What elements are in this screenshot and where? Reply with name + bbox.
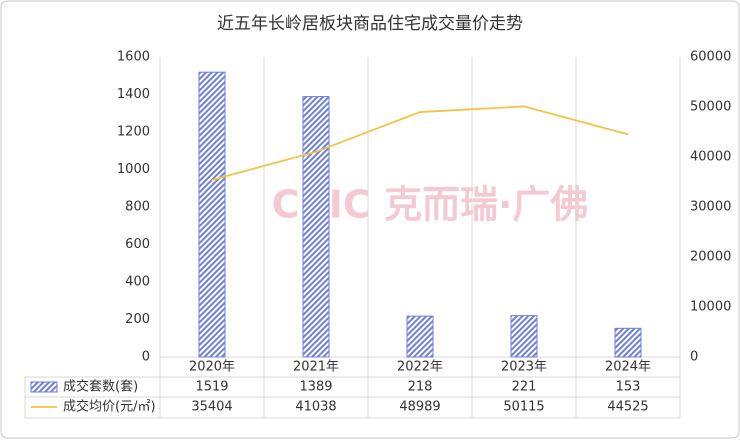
- table-value: 44525: [607, 400, 648, 415]
- bar: [510, 315, 538, 358]
- y-tick-label: 600: [125, 237, 150, 252]
- y2-tick-label: 30000: [690, 200, 731, 215]
- y-tick-label: 1400: [117, 87, 150, 102]
- y-tick-label: 800: [125, 200, 150, 215]
- y-tick-label: 0: [142, 350, 150, 365]
- legend-label: 成交套数(套): [63, 379, 138, 395]
- category-label: 2024年: [605, 360, 651, 375]
- table-value: 153: [616, 380, 641, 395]
- bar: [406, 315, 434, 358]
- category-label: 2022年: [397, 360, 443, 375]
- y2-tick-label: 0: [690, 350, 698, 365]
- legend-swatch: [30, 381, 58, 393]
- table-value: 50115: [503, 400, 544, 415]
- legend-label: 成交均价(元/㎡): [63, 399, 156, 415]
- bar: [198, 71, 226, 358]
- line: [211, 105, 629, 181]
- table-value: 218: [408, 380, 433, 395]
- table-value: 221: [512, 380, 537, 395]
- y2-tick-label: 60000: [690, 50, 731, 65]
- table-value: 35404: [191, 400, 232, 415]
- y2-tick-label: 20000: [690, 250, 731, 265]
- y-tick-label: 1000: [117, 162, 150, 177]
- y2-tick-label: 10000: [690, 300, 731, 315]
- table-value: 1519: [195, 380, 228, 395]
- chart-frame: [0, 0, 740, 439]
- table-value: 48989: [399, 400, 440, 415]
- chart-title: 近五年长岭居板块商品住宅成交量价走势: [217, 14, 523, 34]
- y-tick-label: 400: [125, 275, 150, 290]
- table-value: 41038: [295, 400, 336, 415]
- y2-tick-label: 40000: [690, 150, 731, 165]
- bar: [614, 327, 642, 358]
- bar: [302, 96, 330, 358]
- category-label: 2023年: [501, 360, 547, 375]
- y-tick-label: 1600: [117, 50, 150, 65]
- y-tick-label: 200: [125, 312, 150, 327]
- category-label: 2021年: [293, 360, 339, 375]
- table-value: 1389: [299, 380, 332, 395]
- y2-tick-label: 50000: [690, 100, 731, 115]
- category-label: 2020年: [189, 360, 235, 375]
- y-tick-label: 1200: [117, 125, 150, 140]
